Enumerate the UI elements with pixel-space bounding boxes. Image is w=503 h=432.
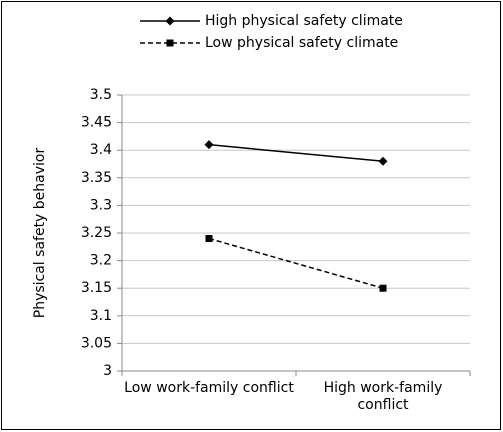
series-line	[208, 143, 384, 162]
y-tick-label: 3.5	[90, 87, 112, 103]
legend-marker	[165, 16, 175, 26]
y-tick-label: 3.35	[81, 170, 112, 186]
x-tick-label: Low work-family conflict	[124, 380, 294, 396]
y-tick-label: 3	[103, 363, 112, 379]
data-point	[379, 284, 387, 292]
y-tick-label: 3.45	[81, 115, 112, 131]
y-tick-label: 3.15	[81, 280, 112, 296]
y-tick-label: 3.3	[90, 197, 112, 213]
series-line	[208, 237, 384, 289]
legend-label: Low physical safety climate	[205, 35, 398, 51]
y-tick-label: 3.25	[81, 225, 112, 241]
y-tick-label: 3.05	[81, 335, 112, 351]
legend-label: High physical safety climate	[205, 13, 403, 29]
legend-marker	[166, 39, 174, 47]
x-tick-label: High work-family conflict	[323, 380, 443, 413]
data-point	[205, 235, 213, 243]
y-tick-label: 3.4	[90, 142, 112, 158]
y-tick-label: 3.1	[90, 308, 112, 324]
y-axis-label: Physical safety behavior	[32, 148, 48, 319]
data-point	[378, 156, 388, 166]
y-tick-label: 3.2	[90, 253, 112, 269]
data-point	[204, 140, 214, 150]
